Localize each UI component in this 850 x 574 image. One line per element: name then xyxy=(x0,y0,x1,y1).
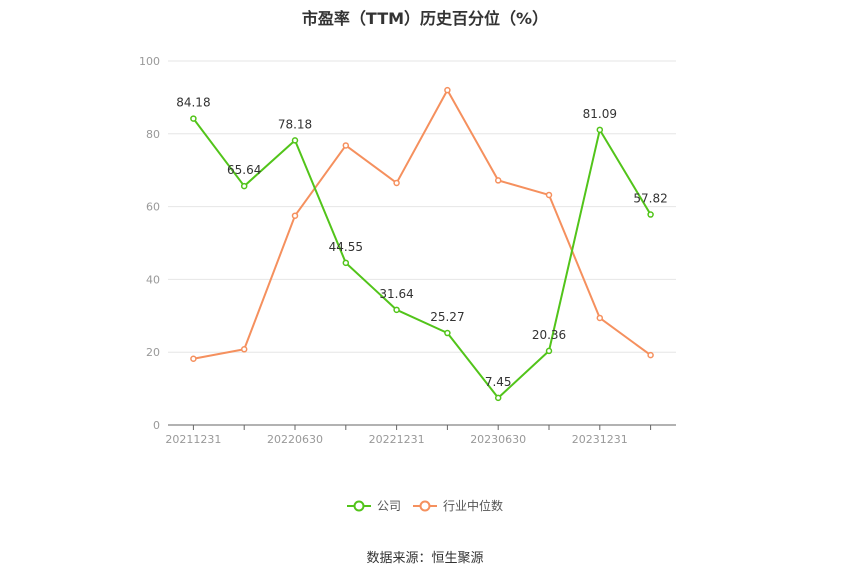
data-label: 78.18 xyxy=(278,117,312,131)
data-point xyxy=(494,394,502,402)
x-axis: 20211231 20220630 20221231 20230630 20231231 xyxy=(165,424,676,446)
data-point xyxy=(545,191,553,199)
data-point xyxy=(444,329,451,337)
data-point xyxy=(240,182,248,190)
data-point xyxy=(596,314,604,322)
data-point xyxy=(393,306,400,314)
data-label: 44.55 xyxy=(329,240,363,254)
y-tick-label: 0 xyxy=(153,419,160,432)
x-tick-label: 20221231 xyxy=(369,433,425,446)
data-point xyxy=(291,212,299,219)
data-point xyxy=(545,347,553,355)
y-tick-label: 100 xyxy=(139,55,160,68)
series-group xyxy=(190,86,654,402)
data-source: 数据来源：恒生聚源 xyxy=(366,551,484,566)
data-point xyxy=(342,259,350,267)
y-tick-label: 80 xyxy=(146,128,160,141)
y-axis: 0 20 40 60 80 100 xyxy=(139,55,160,432)
legend-label: 公司 xyxy=(377,499,401,513)
series-line xyxy=(193,89,652,360)
x-tick-label: 20230630 xyxy=(470,433,526,446)
data-label: 57.82 xyxy=(633,192,667,206)
data-label: 7.45 xyxy=(485,375,512,389)
data-point xyxy=(291,137,299,144)
data-point xyxy=(342,142,350,149)
grid-lines xyxy=(168,60,676,353)
y-tick-label: 60 xyxy=(146,201,160,214)
y-tick-label: 40 xyxy=(146,273,160,286)
data-label: 65.64 xyxy=(227,163,261,177)
x-tick-label: 20211231 xyxy=(165,433,221,446)
data-label: 81.09 xyxy=(583,107,617,121)
x-tick-label: 20220630 xyxy=(267,433,323,446)
data-point xyxy=(647,211,654,218)
legend-marker xyxy=(353,500,365,512)
chart-title: 市盈率（TTM）历史百分位（%） xyxy=(301,9,549,28)
data-label: 25.27 xyxy=(430,310,464,324)
data-point xyxy=(190,115,197,122)
data-point xyxy=(647,351,654,359)
data-point xyxy=(240,346,248,353)
x-tick-label: 20231231 xyxy=(572,433,628,446)
series-line xyxy=(192,117,652,399)
y-tick-label: 20 xyxy=(146,346,160,359)
data-labels: 84.18 65.64 78.18 44.55 31.64 25.27 7.45 20.36 8… xyxy=(176,96,668,389)
data-label: 20.36 xyxy=(532,328,566,342)
data-point xyxy=(444,86,451,94)
data-label: 84.18 xyxy=(176,96,210,110)
legend-marker xyxy=(419,500,431,512)
data-point xyxy=(190,355,197,363)
legend: 公司 行业中位数 xyxy=(347,498,503,513)
legend-label: 行业中位数 xyxy=(443,498,503,513)
data-label: 31.64 xyxy=(379,287,413,301)
data-point xyxy=(596,126,604,134)
data-point xyxy=(494,177,502,184)
data-point xyxy=(393,179,400,187)
